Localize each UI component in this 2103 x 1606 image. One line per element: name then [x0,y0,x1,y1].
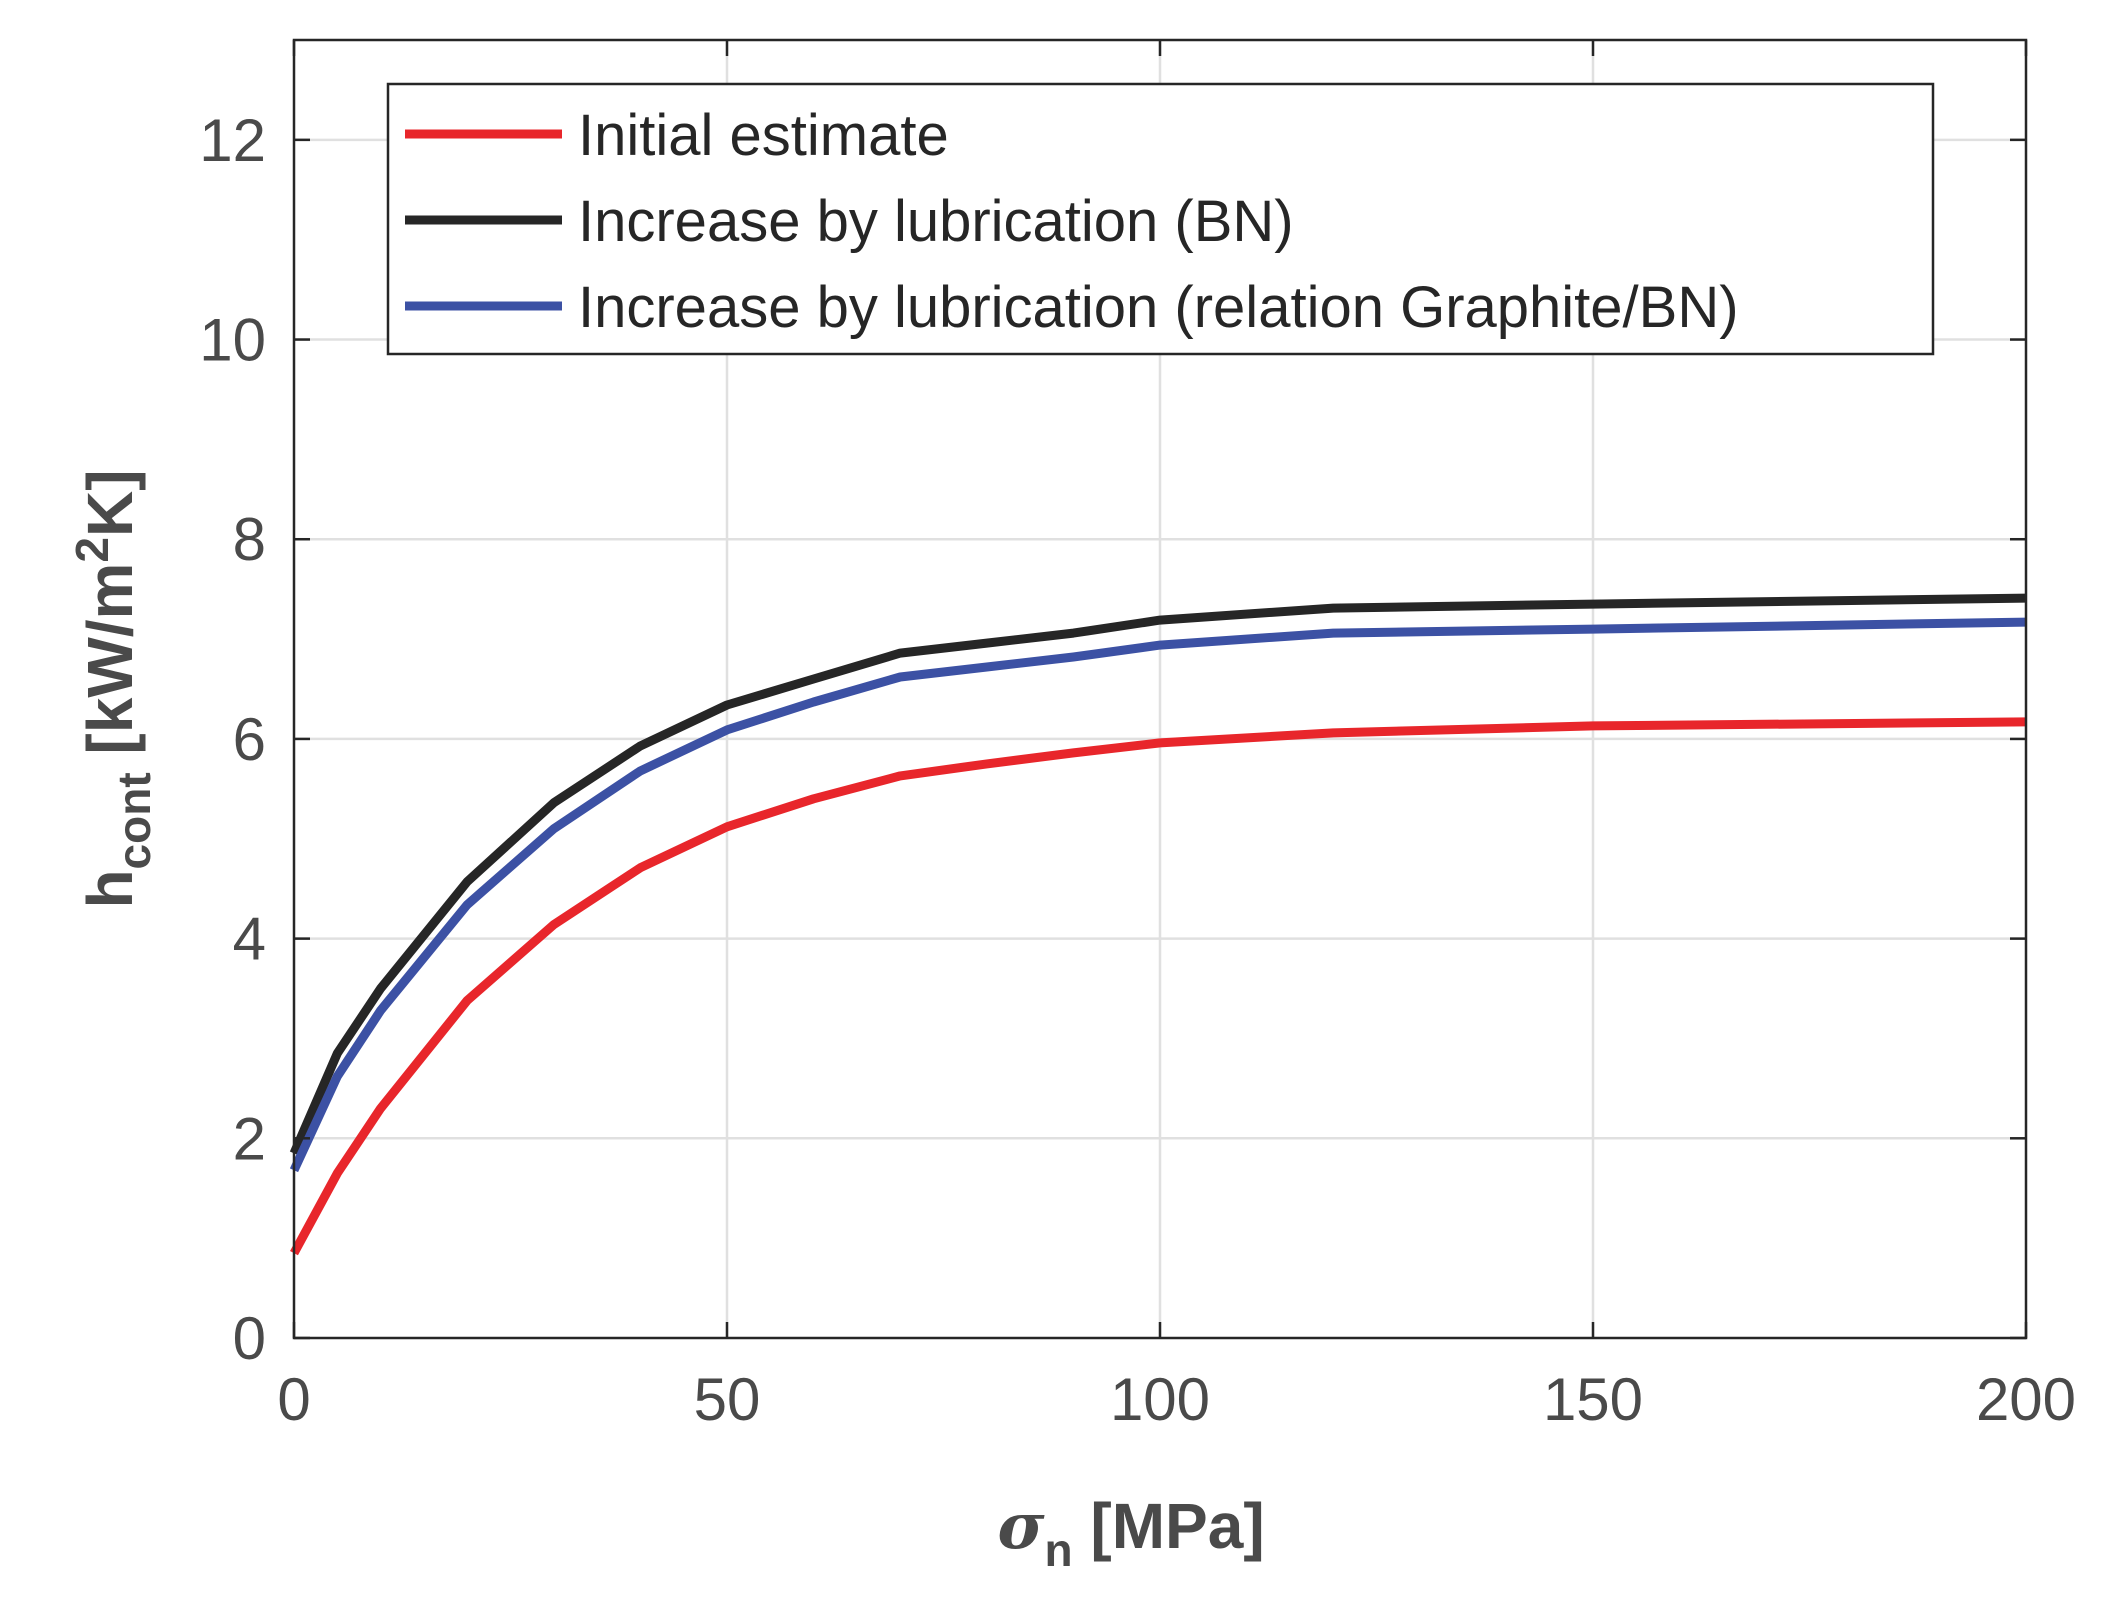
y-tick-label: 0 [233,1305,266,1372]
series-line-1 [289,593,2027,1156]
x-tick-label: 0 [277,1366,310,1433]
y-tick-label: 12 [199,107,266,174]
x-tick-label: 100 [1110,1366,1210,1433]
y-axis-unit-pre: [kW/m [74,563,146,773]
y-axis-label: hcont [kW/m2K] [66,469,160,908]
x-axis-symbol: σ [997,1489,1045,1564]
y-tick-label: 8 [233,506,266,573]
x-tick-label: 200 [1976,1366,2076,1433]
legend-label-initial-estimate: Initial estimate [578,103,949,168]
x-tick-label: 50 [694,1366,761,1433]
y-axis-unit-post: K] [74,469,146,537]
x-axis-subscript: n [1045,1524,1073,1576]
y-tick-label: 2 [233,1105,266,1172]
x-axis-label: σn [MPa] [997,1489,1264,1576]
series-line-2 [289,617,2027,1173]
x-tick-label: 150 [1543,1366,1643,1433]
legend-label-bn: Increase by lubrication (BN) [578,189,1294,254]
y-tick-label: 4 [233,906,266,973]
y-axis-subscript: cont [108,772,160,869]
series-line-0 [290,717,2027,1256]
legend: Initial estimate Increase by lubrication… [386,82,1935,356]
y-axis-symbol: h [74,869,146,908]
tick-marks [292,40,2028,1340]
legend-box [386,82,1935,356]
series-lines [289,593,2027,1256]
y-axis-superscript: 2 [66,537,118,563]
x-axis-unit: [MPa] [1073,1490,1265,1562]
y-tick-label: 6 [233,706,266,773]
legend-label-graphite-bn: Increase by lubrication (relation Graphi… [578,275,1739,340]
y-tick-label: 10 [199,307,266,374]
tick-labels: 0 50 100 150 200 0 2 4 6 8 10 12 [199,107,2076,1433]
